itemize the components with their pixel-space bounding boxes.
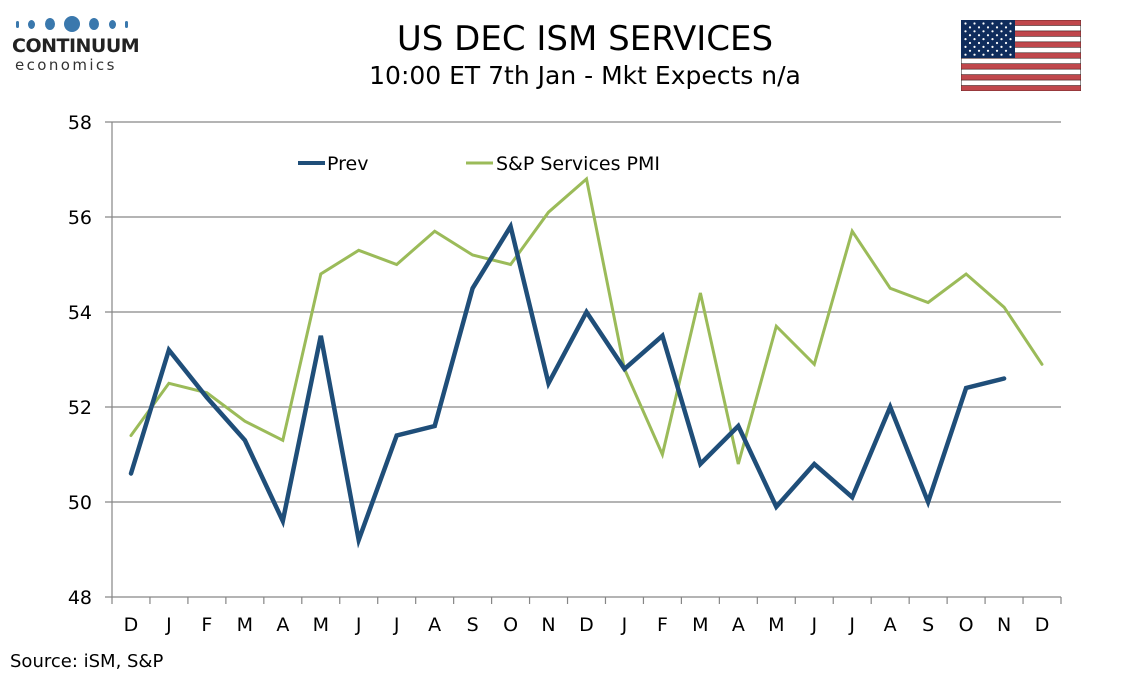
source-note: Source: iSM, S&P [10,651,164,672]
x-tick-label: N [541,614,555,636]
logo-name: CONTINUUM [12,35,140,57]
y-tick-label: 54 [68,302,92,324]
x-tick-label: O [503,614,518,636]
x-tick-label: J [355,614,362,636]
x-tick-label: D [1035,614,1050,636]
y-tick-label: 48 [68,587,92,609]
x-tick-label: F [201,614,212,636]
legend-label-prev: Prev [327,153,368,175]
x-tick-label: J [848,614,855,636]
us-flag-icon [961,20,1081,91]
legend: Prev S&P Services PMI [298,153,660,175]
x-tick-label: J [165,614,172,636]
x-tick-label: D [579,614,594,636]
x-tick-label: J [393,614,400,636]
legend-label-sp-services-pmi: S&P Services PMI [496,153,660,175]
chart-title: US DEC ISM SERVICES [396,19,774,59]
x-tick-label: A [276,614,289,636]
x-tick-label: J [810,614,817,636]
x-tick-label: F [657,614,668,636]
x-tick-label: S [922,614,934,636]
continuum-economics-logo: CONTINUUM economics [12,14,140,74]
chart-subtitle: 10:00 ET 7th Jan - Mkt Expects n/a [369,61,801,90]
series-layer [128,176,1044,549]
x-tick-label: M [313,614,329,636]
x-tick-label: A [428,614,441,636]
x-tick-label: S [467,614,479,636]
y-tick-label: 58 [68,112,92,134]
x-tick-label: M [692,614,708,636]
y-tick-label: 50 [68,492,92,514]
x-tick-label: A [884,614,897,636]
axes: 48 50 52 54 56 58 D J F M A M J J A S O N D J F M A M J J A S O N D [68,112,1062,636]
gridlines [105,121,1061,598]
y-tick-label: 56 [68,207,92,229]
logo-subtitle: economics [15,56,117,74]
x-tick-label: M [768,614,784,636]
x-tick-label: O [959,614,974,636]
x-tick-label: N [997,614,1011,636]
logo-dots-icon [16,14,128,34]
y-tick-label: 52 [68,397,92,419]
series-line-prev [128,220,1007,549]
x-tick-label: M [237,614,253,636]
x-tick-label: D [124,614,139,636]
x-tick-label: A [732,614,745,636]
x-tick-label: J [621,614,628,636]
series-line-s-p-services-pmi [129,176,1044,465]
